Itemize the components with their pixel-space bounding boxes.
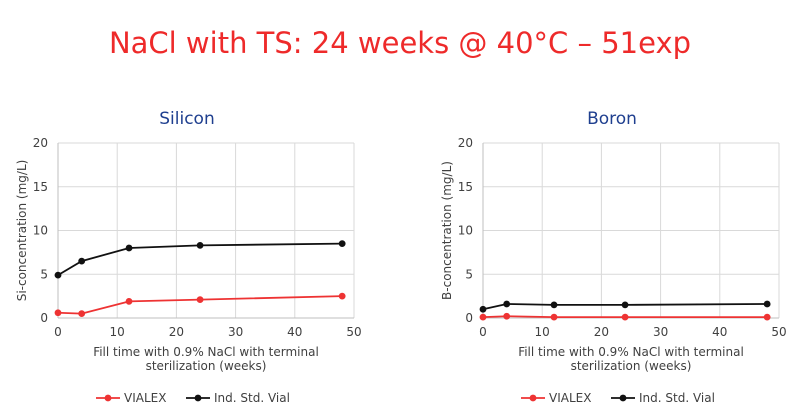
boron-ytick-10: 10: [458, 224, 473, 238]
silicon-vialex-point-5: [338, 292, 346, 300]
silicon-xtick-0: 0: [54, 325, 62, 339]
silicon-ind-std-vial-point-5: [338, 240, 346, 248]
silicon-ind-std-vial-point-1: [54, 271, 62, 279]
boron-xtick-10: 10: [535, 325, 550, 339]
silicon-xtick-30: 30: [228, 325, 243, 339]
silicon-ytick-5: 5: [40, 267, 48, 281]
boron-xtick-20: 20: [594, 325, 609, 339]
silicon-xtick-10: 10: [110, 325, 125, 339]
boron-vialex-point-2: [503, 312, 511, 320]
silicon-title: Silicon: [159, 109, 214, 129]
boron-chart: Boron 0 5 10 15 20 0 10 20 30 40 50 Fill time with 0…: [440, 109, 787, 405]
boron-xtick-0: 0: [479, 325, 487, 339]
silicon-ytick-0: 0: [40, 311, 48, 325]
silicon-ytick-20: 20: [33, 136, 48, 150]
silicon-ind-std-vial-point-4: [196, 241, 204, 249]
slide-title: NaCl with TS: 24 weeks @ 40°C – 51exp: [108, 26, 692, 60]
silicon-xlabel-line-2: sterilization (weeks): [146, 359, 267, 373]
boron-ind-std-vial-point-5: [763, 300, 771, 308]
boron-vialex-point-3: [550, 313, 558, 321]
boron-xtick-30: 30: [653, 325, 668, 339]
silicon-xlabel-line-1: Fill time with 0.9% NaCl with terminal: [93, 345, 319, 359]
boron-ytick-20: 20: [458, 136, 473, 150]
silicon-ind-std-vial-point-2: [78, 257, 86, 265]
silicon-ytick-10: 10: [33, 224, 48, 238]
boron-xlabel-line-1: Fill time with 0.9% NaCl with terminal: [518, 345, 744, 359]
boron-xlabel-line-2: sterilization (weeks): [571, 359, 692, 373]
boron-ytick-15: 15: [458, 180, 473, 194]
boron-ind-std-vial-point-1: [479, 305, 487, 313]
silicon-xtick-20: 20: [169, 325, 184, 339]
silicon-vialex-point-1: [54, 309, 62, 317]
silicon-vialex-point-2: [78, 310, 86, 318]
boron-legend-ind-std-vial-label: Ind. Std. Vial: [639, 391, 715, 405]
silicon-legend-ind-std-vial-label: Ind. Std. Vial: [214, 391, 290, 405]
silicon-legend-ind-std-vial-marker: [194, 394, 202, 402]
boron-ind-std-vial-point-4: [621, 301, 629, 309]
boron-ytick-5: 5: [465, 267, 473, 281]
boron-xtick-40: 40: [712, 325, 727, 339]
silicon-xtick-50: 50: [346, 325, 361, 339]
boron-legend-vialex-marker: [529, 394, 537, 402]
boron-xtick-50: 50: [771, 325, 786, 339]
silicon-legend-vialex-label: VIALEX: [124, 391, 166, 405]
silicon-ind-std-vial-point-3: [125, 244, 133, 252]
boron-vialex-point-4: [621, 313, 629, 321]
boron-title: Boron: [587, 109, 637, 129]
silicon-ylabel: Si-concentration (mg/L): [15, 160, 29, 302]
boron-legend-ind-std-vial-marker: [619, 394, 627, 402]
boron-ind-std-vial-point-2: [503, 300, 511, 308]
silicon-legend-vialex-marker: [104, 394, 112, 402]
boron-vialex-point-1: [479, 313, 487, 321]
silicon-xtick-40: 40: [287, 325, 302, 339]
silicon-vialex-point-4: [196, 296, 204, 304]
boron-legend-vialex-label: VIALEX: [549, 391, 591, 405]
boron-ytick-0: 0: [465, 311, 473, 325]
boron-ylabel: B-concentration (mg/L): [440, 161, 454, 300]
silicon-vialex-point-3: [125, 297, 133, 305]
silicon-chart: Silicon 0 5 10 15 20 0 10 20 30 40 50 Fill time with…: [15, 109, 362, 405]
boron-vialex-point-5: [763, 313, 771, 321]
boron-ind-std-vial-point-3: [550, 301, 558, 309]
silicon-ytick-15: 15: [33, 180, 48, 194]
